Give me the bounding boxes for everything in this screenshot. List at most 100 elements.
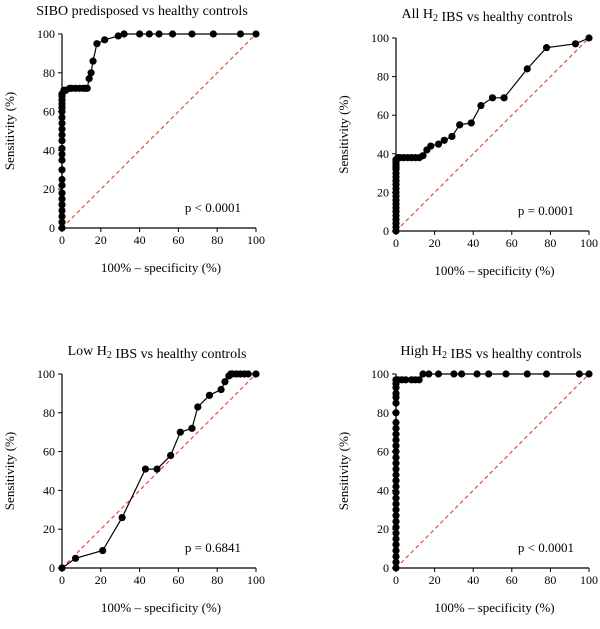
roc-data-point (99, 546, 107, 555)
chart-panel-3: Low H2 IBS vs healthy controls 00 20 20 40 40… (2, 344, 265, 615)
roc-data-point (89, 57, 97, 65)
x-axis-label: 100% – specificity (%) (434, 600, 554, 615)
x-tick-label: 40 (467, 236, 479, 250)
roc-data-point (392, 430, 400, 438)
roc-data-point (500, 94, 508, 102)
x-tick-label: 100 (580, 573, 598, 587)
chart-title: Low H2 IBS vs healthy controls (68, 344, 247, 362)
roc-data-point (392, 418, 400, 427)
x-tick-label: 40 (134, 573, 146, 587)
reference-diagonal (61, 33, 257, 229)
roc-data-point (85, 75, 93, 83)
x-tick-label: 100 (580, 236, 598, 250)
title-subscript: 2 (433, 13, 438, 24)
chart-panel-4: High H2 IBS vs healthy controls 00 20 20 40 4… (336, 344, 598, 615)
roc-data-point (58, 166, 66, 174)
x-tick-label: 0 (59, 573, 65, 587)
reference-diagonal (61, 373, 257, 569)
title-segment: SIBO predisposed vs healthy controls (36, 4, 248, 19)
roc-data-point (448, 132, 456, 141)
x-tick-label: 40 (134, 233, 146, 247)
y-tick-label: 60 (43, 105, 55, 119)
roc-data-point (440, 136, 448, 144)
roc-data-point (58, 150, 66, 158)
roc-data-point (488, 94, 497, 102)
x-tick-label: 80 (544, 573, 556, 587)
roc-data-point (419, 370, 427, 378)
roc-data-point (585, 34, 593, 42)
y-tick-label: 40 (43, 143, 55, 157)
roc-data-point (585, 370, 593, 378)
roc-data-point (114, 32, 122, 40)
x-tick-label: 20 (429, 573, 441, 587)
roc-data-point (252, 30, 260, 38)
roc-data-point (415, 376, 423, 384)
roc-data-point (188, 424, 196, 432)
x-tick-label: 60 (172, 573, 184, 587)
y-tick-label: 60 (377, 108, 389, 122)
x-tick-label: 20 (95, 573, 107, 587)
roc-data-point (392, 448, 400, 456)
roc-data-point (523, 65, 531, 73)
y-axis-label: Sensitivity (%) (2, 432, 17, 510)
roc-data-point (101, 36, 109, 44)
y-tick-label: 100 (37, 27, 55, 41)
roc-data-point (209, 30, 217, 38)
p-value-annotation: p = 0.0001 (518, 203, 574, 218)
roc-data-point (419, 152, 427, 160)
x-tick-label: 0 (393, 573, 399, 587)
roc-data-point (392, 477, 400, 485)
roc-data-point (83, 84, 91, 92)
roc-data-point (467, 119, 475, 127)
roc-data-point (58, 189, 66, 197)
roc-data-point (456, 121, 464, 129)
roc-data-point (392, 500, 400, 508)
roc-data-point (575, 370, 583, 378)
roc-data-point (145, 30, 153, 38)
chart-panel-1: SIBO predisposed vs healthy controls 00 20… (2, 4, 265, 275)
roc-data-point (427, 142, 435, 150)
chart-title: High H2 IBS vs healthy controls (400, 344, 581, 362)
title-segment: IBS vs healthy controls (112, 347, 247, 362)
roc-data-point (392, 541, 400, 549)
y-tick-label: 100 (37, 367, 55, 381)
roc-data-point (392, 471, 400, 479)
y-tick-label: 60 (377, 445, 389, 459)
y-tick-label: 100 (371, 31, 389, 45)
y-tick-label: 80 (43, 66, 55, 80)
roc-data-point (205, 391, 214, 399)
roc-data-point (502, 370, 510, 378)
roc-data-point (58, 218, 66, 226)
roc-data-point (58, 119, 66, 127)
roc-data-point (58, 201, 66, 209)
roc-data-point (392, 558, 400, 566)
roc-data-point (58, 224, 66, 232)
y-tick-label: 60 (43, 445, 55, 459)
roc-data-point (188, 30, 196, 38)
y-tick-label: 100 (371, 367, 389, 381)
roc-data-point (392, 523, 400, 531)
title-segment: High H (400, 344, 442, 359)
roc-data-point (118, 513, 126, 522)
x-tick-label: 20 (429, 236, 441, 250)
roc-data-point (392, 535, 400, 543)
roc-data-point (244, 370, 252, 378)
x-tick-label: 100 (247, 573, 265, 587)
chart-panel-2: All H2 IBS vs healthy controls 00 20 20 40 40… (336, 7, 598, 278)
roc-data-point (153, 465, 161, 473)
p-value-annotation: p < 0.0001 (518, 540, 574, 555)
roc-data-point (58, 206, 66, 215)
y-axis-label: Sensitivity (%) (2, 92, 17, 170)
roc-data-point (93, 40, 101, 48)
roc-data-point (571, 40, 580, 48)
y-tick-label: 40 (377, 483, 389, 497)
roc-data-point (392, 488, 400, 496)
reference-diagonal (395, 37, 590, 232)
roc-data-point (58, 125, 66, 133)
y-tick-label: 40 (43, 483, 55, 497)
roc-data-point (136, 30, 144, 38)
roc-data-point (392, 465, 400, 473)
roc-data-point (252, 370, 260, 378)
roc-data-point (58, 144, 66, 153)
